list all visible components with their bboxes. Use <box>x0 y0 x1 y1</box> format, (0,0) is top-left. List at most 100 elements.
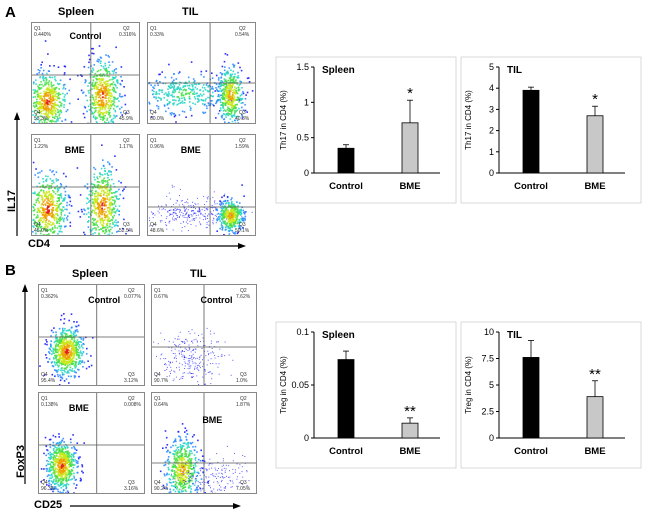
event-dot <box>83 361 86 364</box>
event-dot <box>210 211 212 213</box>
event-dot <box>98 91 100 93</box>
event-dot <box>99 56 102 59</box>
event-dot <box>87 226 90 228</box>
event-dot <box>225 202 227 205</box>
event-dot <box>36 102 39 105</box>
event-dot <box>94 223 97 226</box>
event-dot <box>60 363 63 366</box>
event-dot <box>216 88 218 91</box>
event-dot <box>211 372 213 374</box>
event-dot <box>34 174 36 176</box>
event-dot <box>74 371 76 373</box>
event-dot <box>56 447 58 449</box>
event-dot <box>62 92 64 95</box>
event-dot <box>62 340 64 342</box>
event-dot <box>106 215 108 217</box>
event-dot <box>104 64 107 67</box>
event-dot <box>60 333 62 336</box>
event-dot <box>113 104 116 107</box>
event-dot <box>233 106 236 108</box>
event-dot <box>79 194 82 196</box>
event-dot <box>118 100 120 102</box>
event-dot <box>214 214 216 216</box>
event-dot <box>52 434 55 437</box>
event-dot <box>45 185 47 188</box>
event-dot <box>33 81 35 84</box>
event-dot <box>50 455 53 458</box>
quadrant-q3-label: Q3 <box>123 110 130 116</box>
event-dot <box>232 231 234 233</box>
event-dot <box>111 88 114 91</box>
event-dot <box>92 81 94 84</box>
event-dot <box>50 121 53 123</box>
event-dot <box>106 224 108 227</box>
event-dot <box>79 363 82 365</box>
event-dot <box>237 115 239 118</box>
event-dot <box>93 115 95 117</box>
event-dot <box>46 184 49 186</box>
event-dot <box>113 90 115 93</box>
event-dot <box>69 221 72 224</box>
event-dot <box>67 351 70 354</box>
event-dot <box>176 200 178 202</box>
a-header-til: TIL <box>182 6 199 18</box>
event-dot <box>196 367 198 369</box>
event-dot <box>56 455 59 457</box>
event-dot <box>65 341 67 344</box>
event-dot <box>160 221 162 223</box>
event-dot <box>204 370 206 372</box>
event-dot <box>59 473 61 476</box>
event-dot <box>60 218 63 221</box>
event-dot <box>169 371 171 373</box>
event-dot <box>43 103 46 106</box>
event-dot <box>173 215 175 217</box>
event-dot <box>74 332 76 334</box>
event-dot <box>106 117 109 120</box>
event-dot <box>220 104 222 106</box>
event-dot <box>198 210 200 212</box>
event-dot <box>184 427 187 429</box>
event-dot <box>219 107 222 109</box>
event-dot <box>97 205 100 207</box>
event-dot <box>47 119 50 121</box>
event-dot <box>229 99 232 101</box>
event-dot <box>223 205 225 208</box>
event-dot <box>107 192 109 195</box>
event-dot <box>58 230 61 233</box>
event-dot <box>73 341 75 343</box>
event-dot <box>96 60 98 62</box>
event-dot <box>55 455 57 457</box>
event-dot <box>173 87 175 89</box>
event-dot <box>54 88 57 90</box>
quadrant-q1-label: Q1 <box>154 288 161 294</box>
event-dot <box>108 229 110 231</box>
event-dot <box>194 367 196 369</box>
quadrant-q1-value: 1.22% <box>34 144 49 150</box>
event-dot <box>51 467 54 469</box>
event-dot <box>92 187 94 189</box>
event-dot <box>69 225 72 227</box>
event-dot <box>53 219 56 222</box>
event-dot <box>64 118 67 121</box>
event-dot <box>194 332 196 334</box>
event-dot <box>35 216 38 218</box>
event-dot <box>192 205 194 206</box>
event-dot <box>43 101 45 103</box>
event-dot <box>234 92 237 94</box>
event-dot <box>43 117 45 119</box>
event-dot <box>40 170 43 172</box>
event-dot <box>120 96 122 98</box>
event-dot <box>193 348 195 350</box>
plot-label: BME <box>180 145 201 155</box>
event-dot <box>40 225 43 228</box>
event-dot <box>176 367 177 369</box>
event-dot <box>178 84 181 86</box>
event-dot <box>81 361 83 363</box>
event-dot <box>79 336 82 339</box>
event-dot <box>38 86 41 89</box>
event-dot <box>64 463 67 466</box>
event-dot <box>60 452 63 454</box>
event-dot <box>173 209 175 210</box>
event-dot <box>61 361 63 364</box>
event-dot <box>44 99 46 102</box>
